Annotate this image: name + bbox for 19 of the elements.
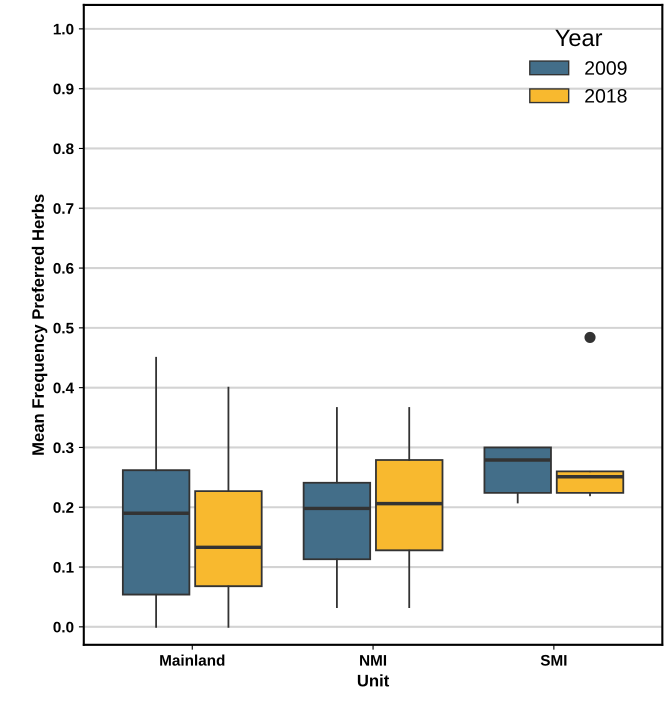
y-tick-label: 0.1 <box>53 562 74 573</box>
y-axis-title: Mean Frequency Preferred Herbs <box>32 194 48 455</box>
y-tick-label: 0.4 <box>53 382 74 394</box>
y-tick-label: 0.9 <box>53 84 74 94</box>
x-tick-label: NMI <box>360 655 386 666</box>
y-tick-label: 0.7 <box>53 203 74 214</box>
x-axis-title: Unit <box>358 674 390 687</box>
y-tick-label: 0.5 <box>53 322 74 334</box>
y-tick-label: 1.0 <box>54 24 74 35</box>
legend-label: 2009 <box>585 61 627 75</box>
legend-label: 2018 <box>585 88 627 103</box>
x-tick-label: Mainland <box>160 654 224 666</box>
y-tick-label: 0.3 <box>53 442 74 454</box>
legend-title: Year <box>555 30 602 46</box>
y-tick-label: 0.8 <box>53 143 74 154</box>
y-tick-label: 0.6 <box>53 262 74 274</box>
y-tick-label: 0.0 <box>53 622 74 633</box>
x-tick-label: SMI <box>540 654 566 666</box>
y-tick-label: 0.2 <box>53 502 74 513</box>
